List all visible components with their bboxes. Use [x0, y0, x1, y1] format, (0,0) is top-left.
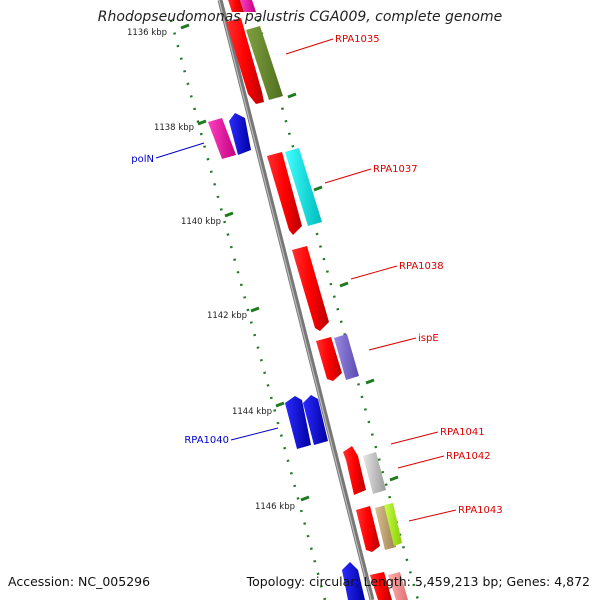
tick-label-1146: 1146 kbp [255, 502, 295, 512]
gene-rpa1037[interactable] [267, 148, 322, 235]
accession-text: Accession: NC_005296 [8, 574, 151, 589]
label-rpa1040[interactable]: RPA1040 [184, 435, 229, 446]
gene-rpa1043[interactable] [356, 503, 402, 552]
inner-tick-track [169, 19, 327, 601]
tick-label-1140: 1140 kbp [181, 217, 221, 227]
gene-rpa1041[interactable] [343, 446, 366, 495]
tick-label-1144: 1144 kbp [232, 407, 272, 417]
label-rpa1037[interactable]: RPA1037 [373, 164, 418, 175]
label-rpa1042[interactable]: RPA1042 [446, 451, 491, 462]
gene-rpa1035[interactable] [226, 18, 283, 104]
genome-summary-text: Topology: circular; Length: 5,459,213 bp… [246, 574, 590, 589]
gene-partial-bottom [342, 562, 408, 600]
tick-label-1138: 1138 kbp [154, 123, 194, 133]
gene-rpa1042[interactable] [363, 452, 386, 494]
reverse-label-leaders [285, 38, 457, 522]
map-title: Rhodopseudomonas palustris CGA009, compl… [97, 9, 503, 25]
tick-1136: 1136 kbp [127, 23, 190, 38]
tick-1138: 1138 kbp [154, 119, 207, 133]
gene-poln[interactable] [208, 113, 251, 159]
tick-1144: 1144 kbp [232, 401, 285, 417]
gene-partial-top [228, 0, 256, 12]
tick-1142: 1142 kbp [207, 306, 260, 321]
forward-label-leaders [155, 142, 279, 441]
tick-1146: 1146 kbp [255, 495, 310, 512]
label-rpa1035[interactable]: RPA1035 [335, 34, 380, 45]
outer-ticks [287, 92, 399, 482]
label-poln[interactable]: polN [131, 154, 154, 165]
genome-backbone [217, 0, 375, 601]
label-rpa1038[interactable]: RPA1038 [399, 261, 444, 272]
outer-tick-track [256, 19, 420, 601]
genome-backbone-highlight [218, 0, 372, 601]
gene-rpa1040[interactable] [285, 395, 328, 449]
label-ispe[interactable]: ispE [418, 333, 439, 344]
gene-ispe[interactable] [316, 334, 359, 381]
label-rpa1041[interactable]: RPA1041 [440, 427, 485, 438]
tick-label-1142: 1142 kbp [207, 311, 247, 321]
label-rpa1043[interactable]: RPA1043 [458, 505, 503, 516]
tick-1140: 1140 kbp [181, 211, 234, 227]
tick-label-1136: 1136 kbp [127, 28, 167, 38]
gene-rpa1038[interactable] [292, 246, 329, 331]
